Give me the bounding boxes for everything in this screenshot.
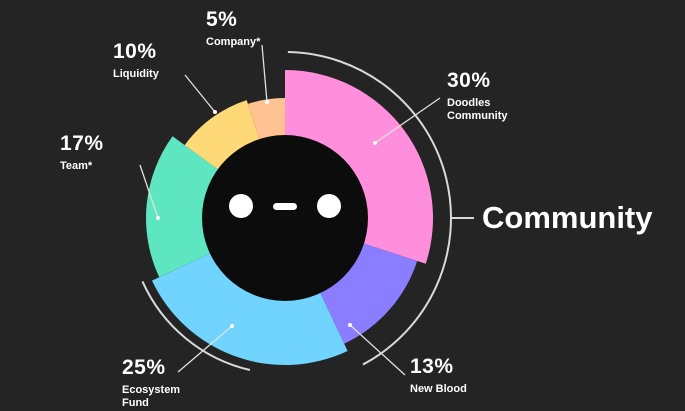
leader-line bbox=[177, 325, 233, 373]
leader-dot bbox=[265, 100, 269, 104]
slice-label: 10% Liquidity bbox=[113, 41, 193, 81]
leader-line bbox=[349, 324, 406, 376]
face-eye bbox=[317, 194, 341, 218]
face-mouth bbox=[273, 203, 297, 210]
category-label: Doodles Community bbox=[447, 97, 508, 122]
leader-dot bbox=[230, 324, 234, 328]
slice-label: 17% Team* bbox=[60, 133, 140, 173]
slice-label: 13% New Blood bbox=[410, 356, 500, 396]
slice-label: 25% Ecosystem Fund bbox=[122, 357, 192, 409]
slice-label: 30% Doodles Community bbox=[447, 70, 537, 122]
center-face bbox=[202, 135, 368, 301]
leader-dot bbox=[373, 141, 377, 145]
value-label: 10% bbox=[113, 40, 157, 63]
leader-line bbox=[374, 97, 441, 144]
community-bracket bbox=[287, 51, 452, 366]
leader-dot bbox=[156, 216, 160, 220]
category-label: Ecosystem Fund bbox=[122, 384, 181, 409]
leader-line bbox=[139, 164, 159, 219]
ecosystem-bracket bbox=[141, 281, 251, 371]
leader-dot bbox=[213, 110, 217, 114]
leader-lines bbox=[139, 44, 441, 376]
leader-line bbox=[184, 74, 216, 113]
value-label: 30% bbox=[447, 69, 491, 92]
group-annotation: Community bbox=[482, 200, 653, 235]
category-label: Team* bbox=[60, 160, 93, 172]
value-label: 25% bbox=[122, 356, 166, 379]
value-label: 13% bbox=[410, 355, 454, 378]
leader-dot bbox=[348, 323, 352, 327]
value-label: 17% bbox=[60, 132, 104, 155]
value-label: 5% bbox=[206, 8, 238, 31]
group-brackets bbox=[141, 51, 474, 371]
slice bbox=[285, 70, 434, 264]
category-label: Company* bbox=[206, 36, 261, 48]
category-label: New Blood bbox=[410, 383, 467, 395]
slice-label: 5% Company* bbox=[206, 9, 286, 49]
slice bbox=[151, 243, 348, 365]
face-eye bbox=[229, 194, 253, 218]
category-label: Liquidity bbox=[113, 68, 159, 80]
leader-line bbox=[261, 44, 268, 103]
